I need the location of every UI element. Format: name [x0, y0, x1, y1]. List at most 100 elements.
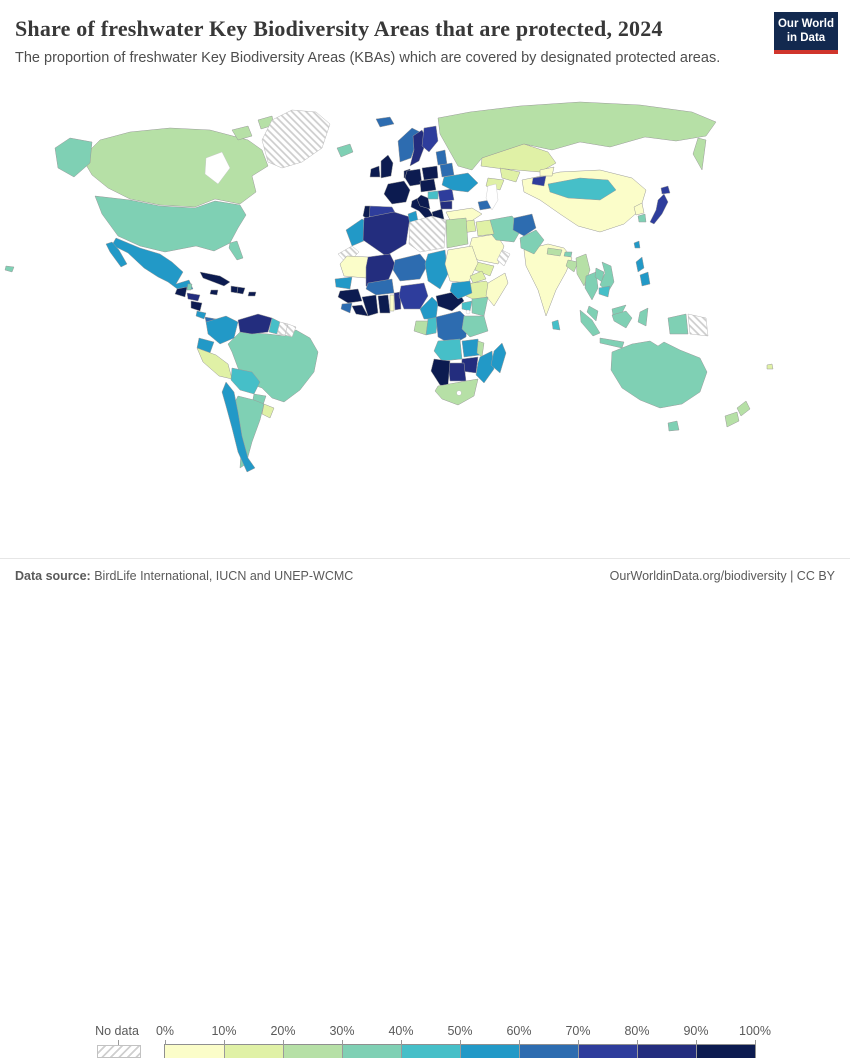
legend-segment-50-60%[interactable]	[460, 1045, 519, 1058]
map-region-new-zealand[interactable]: New Zealand: 20-30%	[736, 400, 751, 417]
map-region-sri-lanka[interactable]: Sri Lanka: 40-50%	[551, 319, 561, 331]
map-region-togo[interactable]: Togo: 0-10%	[389, 294, 395, 312]
map-region-french-guiana[interactable]: French Guiana: No data	[284, 323, 297, 338]
map-region-taiwan[interactable]: Taiwan: 50-60%	[633, 240, 641, 249]
legend-segment-60-70%[interactable]	[519, 1045, 578, 1058]
map-region-tanzania[interactable]: Tanzania: 30-40%	[461, 315, 489, 338]
map-region-australia[interactable]: Australia: 30-40%	[667, 420, 680, 432]
legend-segment-10-20%[interactable]	[224, 1045, 283, 1058]
map-region-japan[interactable]: Japan: 70-80%	[660, 185, 671, 195]
map-region-venezuela[interactable]: Venezuela: 80-90%	[237, 313, 273, 335]
map-region-papua-new-guinea[interactable]: Papua New Guinea: No data	[687, 313, 709, 337]
map-region-turkey[interactable]: Turkey: 0-10%	[445, 207, 483, 223]
map-region-senegal[interactable]: Senegal: 50-60%	[334, 276, 353, 290]
map-region-madagascar[interactable]: Madagascar: 50-60%	[490, 342, 507, 374]
map-region-indonesia[interactable]: Indonesia: 30-40%	[579, 309, 601, 337]
map-region-uzbekistan[interactable]: Uzbekistan: 10-20%	[499, 167, 521, 183]
map-region-puerto-rico[interactable]: Puerto Rico: 90-100%	[247, 291, 257, 297]
map-region-romania[interactable]: Romania: 70-80%	[437, 188, 455, 203]
map-region-peru[interactable]: Peru: 10-20%	[196, 347, 233, 380]
map-region-jamaica[interactable]: Jamaica: 90-100%	[209, 289, 219, 296]
map-region-cuba[interactable]: Cuba: 90-100%	[199, 271, 231, 287]
map-region-niger[interactable]: Niger: 60-70%	[392, 253, 429, 282]
map-region-libya[interactable]: Libya: No data	[408, 215, 447, 253]
map-region-egypt[interactable]: Egypt: 20-30%	[445, 217, 469, 249]
map-region-tajikistan[interactable]: Tajikistan: 70-80%	[531, 175, 547, 187]
legend-segment-90-100%[interactable]	[696, 1045, 755, 1058]
map-region-south-korea[interactable]: South Korea: 30-40%	[637, 213, 647, 223]
map-region-guatemala[interactable]: Guatemala: 90-100%	[174, 286, 188, 298]
map-region-brazil[interactable]: Brazil: 30-40%	[227, 329, 319, 403]
map-region-philippines[interactable]: Philippines: 50-60%	[635, 256, 645, 273]
map-region-finland[interactable]: Finland: 70-80%	[421, 125, 439, 153]
map-region-iraq[interactable]: Iraq: 10-20%	[475, 219, 495, 237]
map-region-belize[interactable]: Belize: 30-40%	[186, 283, 193, 291]
map-region-indonesia[interactable]: Indonesia: 30-40%	[611, 310, 633, 329]
map-region-greenland[interactable]: Greenland: No data	[261, 109, 331, 169]
map-region-kenya[interactable]: Kenya: 30-40%	[471, 296, 489, 317]
owid-logo[interactable]: Our World in Data	[774, 12, 838, 54]
map-region-poland[interactable]: Poland: 90-100%	[421, 165, 439, 181]
map-region-japan[interactable]: Japan: 70-80%	[649, 193, 669, 225]
map-region-uruguay[interactable]: Uruguay: 10-20%	[261, 403, 275, 419]
map-region-belarus[interactable]: Belarus: 60-70%	[439, 162, 455, 178]
legend-segment-20-30%[interactable]	[283, 1045, 342, 1058]
map-region-ireland[interactable]: Ireland: 90-100%	[369, 165, 381, 178]
map-region-kazakhstan[interactable]: Kazakhstan: 10-20%	[480, 143, 557, 173]
map-region-france[interactable]: France: 90-100%	[383, 180, 411, 205]
map-region-serbia[interactable]: Serbia: 90-100%	[416, 194, 431, 210]
map-region-cameroon[interactable]: Cameroon: 50-60%	[419, 296, 439, 320]
legend-segment-0-10%[interactable]	[165, 1045, 224, 1058]
map-region-democratic-republic-of-congo[interactable]: Democratic Republic of Congo: 60-70%	[435, 310, 469, 346]
map-region-united-states[interactable]: United States: 30-40%	[4, 265, 15, 273]
legend-segment-70-80%[interactable]	[578, 1045, 637, 1058]
map-region-australia[interactable]: Australia: 30-40%	[610, 340, 708, 409]
map-region-united-states[interactable]: United States: 30-40%	[54, 137, 93, 178]
map-region-kyrgyzstan[interactable]: Kyrgyzstan: 0-10%	[539, 166, 555, 177]
map-region-somalia[interactable]: Somalia: 0-10%	[485, 272, 509, 307]
map-region-south-sudan[interactable]: South Sudan: 50-60%	[449, 280, 473, 300]
map-region-afghanistan[interactable]: Afghanistan: 60-70%	[512, 213, 537, 237]
map-region-pakistan[interactable]: Pakistan: 30-40%	[519, 229, 545, 255]
map-region-guinea[interactable]: Guinea: 90-100%	[337, 288, 363, 304]
map-region-russia[interactable]: Russia: 20-30%	[437, 101, 717, 171]
map-region-cambodia[interactable]: Cambodia: 40-50%	[598, 285, 611, 298]
map-region-united-states[interactable]: United States: 30-40%	[94, 195, 247, 253]
map-region-new-zealand[interactable]: New Zealand: 20-30%	[724, 411, 740, 428]
map-region-indonesia[interactable]: Indonesia: 30-40%	[667, 313, 689, 335]
map-region-thailand[interactable]: Thailand: 30-40%	[584, 271, 599, 301]
map-region-oman[interactable]: Oman: No data	[496, 249, 511, 267]
legend-no-data-swatch[interactable]	[97, 1045, 141, 1058]
map-region-mexico[interactable]: Mexico: 50-60%	[111, 237, 194, 292]
map-region-uganda[interactable]: Uganda: 40-50%	[461, 300, 473, 312]
map-region-c-te-d-ivoire[interactable]: Côte d'Ivoire: 90-100%	[361, 294, 379, 317]
map-region-russia[interactable]: Russia: 20-30%	[692, 137, 707, 171]
map-region-honduras[interactable]: Honduras: 80-90%	[186, 292, 201, 302]
map-region-costa-rica[interactable]: Costa Rica: 50-60%	[195, 310, 207, 320]
map-region-indonesia[interactable]: Indonesia: 30-40%	[637, 307, 649, 327]
map-region-hungary[interactable]: Hungary: 40-50%	[427, 190, 439, 200]
map-region-north-korea[interactable]: North Korea: 0-10%	[633, 202, 645, 216]
map-region-bulgaria[interactable]: Bulgaria: 80-90%	[439, 200, 453, 210]
map-region-germany[interactable]: Germany: 90-100%	[404, 168, 423, 187]
legend-segment-30-40%[interactable]	[342, 1045, 401, 1058]
map-region-iceland[interactable]: Iceland: 30-40%	[336, 143, 354, 158]
legend-segment-80-90%[interactable]	[637, 1045, 696, 1058]
map-region-indonesia[interactable]: Indonesia: 30-40%	[599, 337, 625, 349]
map-region-gabon[interactable]: Gabon: 20-30%	[413, 320, 429, 336]
license-link[interactable]: OurWorldinData.org/biodiversity | CC BY	[609, 569, 835, 583]
map-region-sierra-leone[interactable]: Sierra Leone: 60-70%	[340, 302, 353, 314]
map-region-algeria[interactable]: Algeria: 80-90%	[362, 211, 411, 257]
map-region-angola[interactable]: Angola: 40-50%	[433, 338, 463, 362]
map-region-india[interactable]: India: 0-10%	[523, 243, 573, 317]
map-region-mexico[interactable]: Mexico: 50-60%	[105, 241, 128, 268]
legend-segment-40-50%[interactable]	[401, 1045, 460, 1058]
map-region-nicaragua[interactable]: Nicaragua: 90-100%	[190, 300, 203, 312]
map-region-mozambique[interactable]: Mozambique: 50-60%	[475, 350, 495, 384]
map-region-eritrea[interactable]: Eritrea: 10-20%	[469, 270, 487, 284]
map-region-baltic-states[interactable]: Baltic states: 60-70%	[435, 149, 448, 166]
map-region-colombia[interactable]: Colombia: 50-60%	[205, 315, 239, 345]
map-region-fiji[interactable]: Fiji: 10-20%	[766, 363, 774, 370]
map-region-czechia[interactable]: Czechia: 90-100%	[419, 178, 437, 193]
map-region-chad[interactable]: Chad: 50-60%	[424, 249, 449, 290]
